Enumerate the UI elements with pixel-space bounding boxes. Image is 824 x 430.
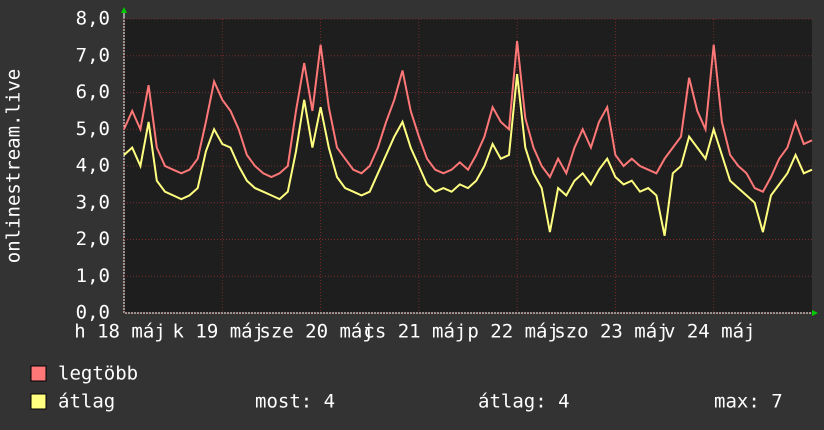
x-tick-label: h 18 máj — [74, 321, 166, 343]
y-tick-label: 7,0 — [76, 44, 110, 66]
series-line — [123, 73, 813, 236]
legend-label: legtöbb — [58, 363, 138, 385]
x-axis-arrow — [812, 310, 818, 316]
legend-swatch — [30, 393, 47, 410]
y-tick-label: 5,0 — [76, 118, 110, 140]
plot-area — [124, 19, 812, 313]
x-tick-label: k 19 máj — [173, 321, 265, 343]
legend-stat: max: 7 — [714, 391, 783, 413]
y-tick-label: 3,0 — [76, 191, 110, 213]
y-tick-label: 8,0 — [76, 8, 110, 30]
x-tick-label: p 22 máj — [467, 321, 559, 343]
legend-stat: most: 4 — [255, 391, 335, 413]
x-tick-label: v 24 máj — [664, 321, 756, 343]
y-axis-arrow — [121, 7, 127, 13]
y-tick-label: 2,0 — [76, 228, 110, 250]
plot — [123, 18, 813, 314]
x-tick-label: cs 21 máj — [363, 321, 466, 343]
x-tick-label: szo 23 máj — [554, 321, 668, 343]
y-tick-label: 0,0 — [76, 302, 110, 324]
legend-swatch — [30, 365, 47, 382]
y-axis-title: onlinestream.live — [3, 69, 25, 263]
y-tick-label: 4,0 — [76, 155, 110, 177]
x-tick-label: sze 20 máj — [259, 321, 373, 343]
y-tick-label: 6,0 — [76, 81, 110, 103]
y-tick-label: 1,0 — [76, 265, 110, 287]
series-line — [123, 40, 813, 193]
legend: legtöbb átlag most: 4 átlag: 4 max: 7 — [30, 363, 783, 413]
legend-label: átlag — [58, 391, 115, 413]
legend-stat: átlag: 4 — [478, 391, 570, 413]
